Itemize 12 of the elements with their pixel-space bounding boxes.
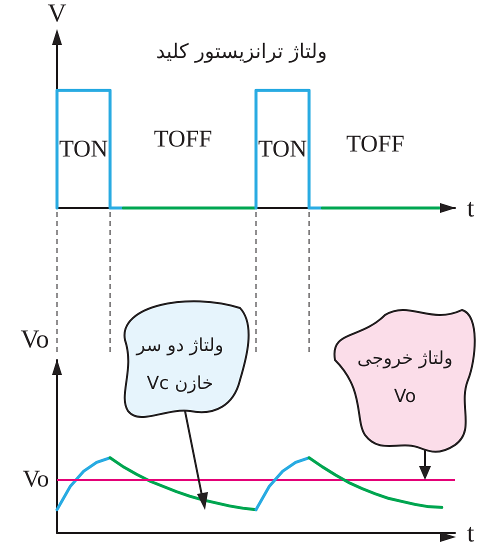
annotation: TON — [59, 136, 108, 164]
annotation: TOFF — [346, 132, 405, 158]
text: ولتاژ خروجی Vo — [356, 347, 454, 409]
chart-title: ولتاژ ترانزیستور کلید — [156, 39, 328, 63]
ref-line-label: Vo — [22, 466, 49, 493]
text: ولتاژ دو سر خازن Vc — [134, 334, 224, 396]
x-axis-title: t — [467, 518, 475, 546]
annotation: TOFF — [154, 126, 212, 154]
y-axis-title: Vo — [20, 324, 49, 354]
annotation: TON — [258, 136, 307, 164]
y-axis-title: V — [48, 0, 67, 28]
x-axis-title: t — [467, 194, 475, 222]
